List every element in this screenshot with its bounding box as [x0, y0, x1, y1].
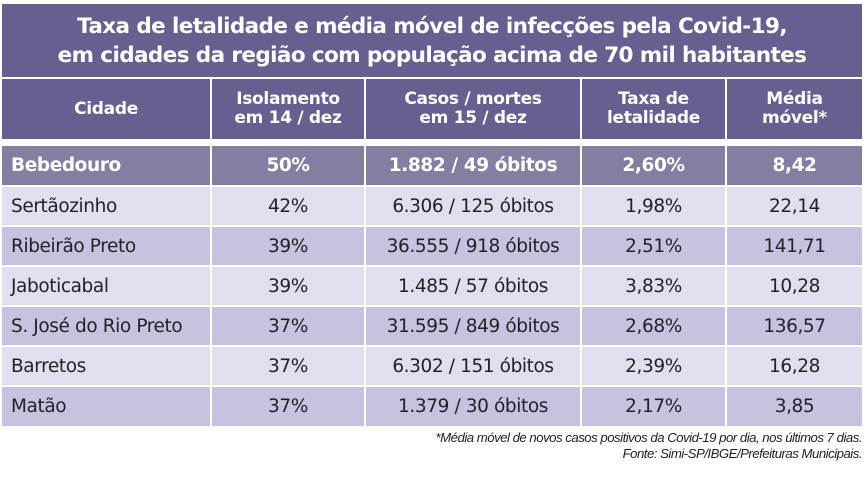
cell-media: 136,57: [727, 307, 862, 345]
cell-casos-mortes: 31.595 / 849 óbitos: [366, 307, 580, 345]
cell-taxa: 2,39%: [582, 347, 725, 385]
cell-isolamento: 39%: [212, 227, 364, 265]
cell-casos-mortes: 1.485 / 57 óbitos: [366, 267, 580, 305]
header-row: Cidade Isolamento em 14 / dez Casos / mor…: [2, 79, 862, 139]
header-isolamento: Isolamento em 14 / dez: [212, 79, 364, 139]
title-line-1: Taxa de letalidade e média móvel de infe…: [77, 14, 787, 39]
header-taxa-letalidade: Taxa de letalidade: [582, 79, 725, 139]
cell-taxa: 2,60%: [582, 146, 725, 185]
cell-cidade: Ribeirão Preto: [2, 227, 210, 265]
header-media-movel: Média móvel*: [727, 79, 862, 139]
footnote: *Média móvel de novos casos positivos da…: [435, 430, 863, 462]
cell-taxa: 2,68%: [582, 307, 725, 345]
cell-isolamento: 37%: [212, 307, 364, 345]
cell-media: 8,42: [727, 146, 862, 185]
table-title: Taxa de letalidade e média móvel de infe…: [2, 4, 862, 77]
cell-cidade: Bebedouro: [2, 146, 210, 185]
cell-cidade: S. José do Rio Preto: [2, 307, 210, 345]
cell-taxa: 2,51%: [582, 227, 725, 265]
cell-isolamento: 50%: [212, 146, 364, 185]
table-row: Ribeirão Preto 39% 36.555 / 918 óbitos 2…: [2, 227, 862, 265]
header-cidade: Cidade: [2, 79, 210, 139]
cell-casos-mortes: 1.379 / 30 óbitos: [366, 387, 580, 426]
cell-cidade: Sertãozinho: [2, 187, 210, 225]
cell-isolamento: 37%: [212, 387, 364, 426]
cell-isolamento: 42%: [212, 187, 364, 225]
cell-casos-mortes: 36.555 / 918 óbitos: [366, 227, 580, 265]
cell-casos-mortes: 6.306 / 125 óbitos: [366, 187, 580, 225]
cell-isolamento: 37%: [212, 347, 364, 385]
header-casos-mortes: Casos / mortes em 15 / dez: [366, 79, 580, 139]
cell-taxa: 2,17%: [582, 387, 725, 426]
table-row: Bebedouro 50% 1.882 / 49 óbitos 2,60% 8,…: [2, 146, 862, 185]
cell-media: 141,71: [727, 227, 862, 265]
cell-media: 10,28: [727, 267, 862, 305]
table-row: Jaboticabal 39% 1.485 / 57 óbitos 3,83% …: [2, 267, 862, 305]
footnote-source: Fonte: Simi-SP/IBGE/Prefeituras Municipa…: [622, 446, 863, 461]
table-row: Sertãozinho 42% 6.306 / 125 óbitos 1,98%…: [2, 187, 862, 225]
cell-taxa: 1,98%: [582, 187, 725, 225]
cell-taxa: 3,83%: [582, 267, 725, 305]
table-row: Barretos 37% 6.302 / 151 óbitos 2,39% 16…: [2, 347, 862, 385]
cell-casos-mortes: 1.882 / 49 óbitos: [366, 146, 580, 185]
cell-media: 16,28: [727, 347, 862, 385]
footnote-note: *Média móvel de novos casos positivos da…: [435, 430, 863, 445]
table-row: Matão 37% 1.379 / 30 óbitos 2,17% 3,85: [2, 387, 862, 426]
cell-media: 3,85: [727, 387, 862, 426]
cell-cidade: Jaboticabal: [2, 267, 210, 305]
table-row: S. José do Rio Preto 37% 31.595 / 849 ób…: [2, 307, 862, 345]
cell-casos-mortes: 6.302 / 151 óbitos: [366, 347, 580, 385]
title-line-2: em cidades da região com população acima…: [57, 43, 807, 68]
cell-cidade: Matão: [2, 387, 210, 426]
cell-isolamento: 39%: [212, 267, 364, 305]
cell-media: 22,14: [727, 187, 862, 225]
cell-cidade: Barretos: [2, 347, 210, 385]
